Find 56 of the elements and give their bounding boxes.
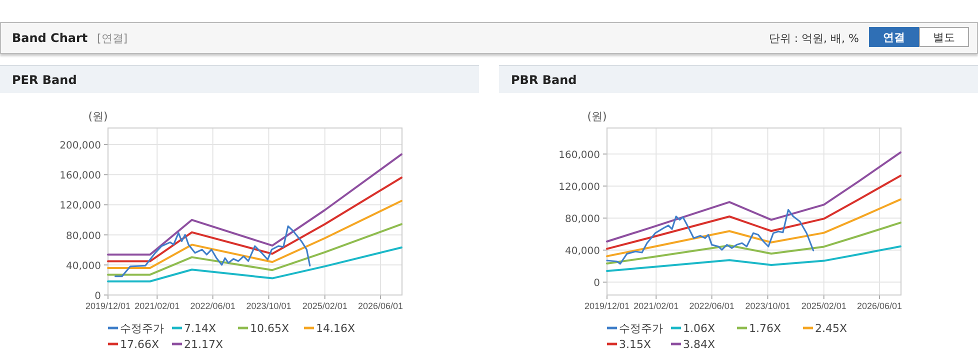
x-tick-label: 2019/12/01 — [85, 301, 131, 311]
line-series — [606, 222, 902, 264]
y-tick-label: 160,000 — [60, 170, 101, 182]
line-series — [107, 200, 402, 269]
line-series — [114, 225, 311, 278]
chart-title: PER Band — [12, 73, 77, 87]
x-tick-label: 2022/06/01 — [689, 301, 734, 311]
legend-label: 3.15X — [619, 338, 652, 351]
legend-label: 3.84X — [683, 338, 716, 351]
y-tick-label: 80,000 — [565, 214, 600, 226]
legend-label: 21.17X — [184, 338, 224, 351]
y-tick-label: 0 — [594, 278, 600, 290]
y-tick-label: 80,000 — [66, 230, 101, 242]
legend-label: 1.76X — [749, 322, 782, 335]
text: 별도 — [919, 27, 969, 47]
line-series — [606, 245, 902, 272]
y-tick-label: 160,000 — [558, 150, 600, 162]
x-tick-label: 2025/02/01 — [801, 301, 846, 311]
legend-label: 7.14X — [184, 322, 216, 335]
y-tick-label: 120,000 — [60, 200, 101, 212]
line-series — [606, 174, 902, 250]
x-tick-label: 2021/02/01 — [634, 301, 679, 311]
text: Band Chart — [12, 31, 88, 45]
x-tick-label: 2023/10/01 — [745, 301, 790, 311]
y-tick-label: 0 — [94, 291, 101, 302]
y-axis-title: (원) — [88, 110, 108, 123]
line-series — [107, 153, 402, 256]
legend-label: 14.16X — [316, 322, 356, 335]
y-tick-label: 40,000 — [565, 246, 600, 258]
x-tick-label: 2019/12/01 — [584, 301, 630, 311]
y-axis-title: (원) — [587, 110, 607, 123]
y-tick-label: 120,000 — [558, 182, 600, 194]
y-tick-label: 200,000 — [60, 140, 101, 152]
y-tick-label: 40,000 — [66, 260, 101, 272]
x-tick-label: 2021/02/01 — [134, 301, 180, 311]
line-series — [606, 209, 814, 265]
text: [연결] — [97, 31, 128, 46]
text: 연결 — [869, 27, 919, 47]
legend-label: 1.06X — [683, 322, 716, 335]
x-tick-label: 2023/10/01 — [246, 301, 292, 311]
line-series — [107, 246, 402, 282]
line-series — [606, 198, 902, 258]
legend-label: 17.66X — [120, 338, 160, 351]
line-series — [606, 151, 902, 242]
legend-label: 수정주가 — [619, 322, 663, 335]
line-series — [107, 223, 402, 276]
x-tick-label: 2026/06/01 — [358, 301, 404, 311]
x-tick-label: 2022/06/01 — [190, 301, 236, 311]
legend-label: 수정주가 — [120, 322, 164, 335]
x-tick-label: 2025/02/01 — [302, 301, 348, 311]
legend-label: 10.65X — [250, 322, 290, 335]
line-series — [107, 176, 402, 262]
legend-label: 2.45X — [815, 322, 848, 335]
x-tick-label: 2026/06/01 — [857, 301, 902, 311]
text: 단위 : 억원, 배, % — [768, 31, 859, 46]
chart-title: PBR Band — [511, 73, 577, 87]
